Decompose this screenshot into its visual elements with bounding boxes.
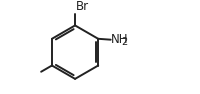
Text: 2: 2 [121,37,128,47]
Text: Br: Br [76,0,89,13]
Text: NH: NH [111,33,129,46]
